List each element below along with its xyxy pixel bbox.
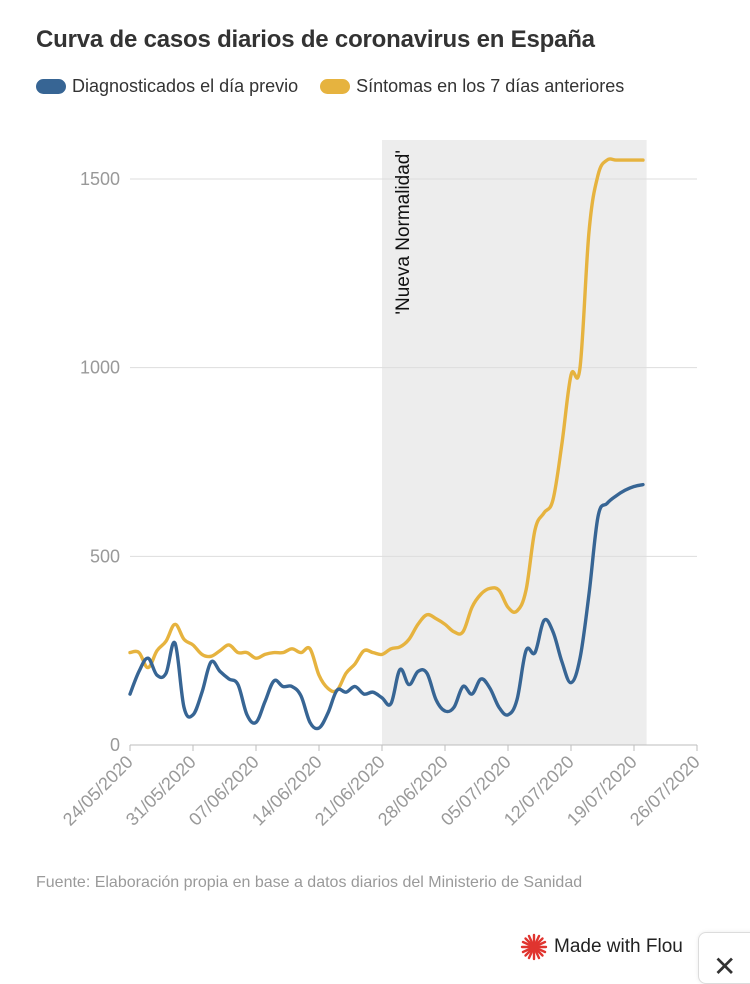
legend-item-sintomas[interactable]: Síntomas en los 7 días anteriores bbox=[320, 76, 624, 97]
legend-label-sintomas: Síntomas en los 7 días anteriores bbox=[356, 76, 625, 96]
legend-swatch-diagnosticados bbox=[36, 79, 66, 94]
legend: Diagnosticados el día previo Síntomas en… bbox=[36, 76, 646, 97]
annotation-band bbox=[382, 140, 647, 745]
legend-swatch-sintomas bbox=[320, 79, 351, 94]
y-tick-label: 1000 bbox=[80, 358, 120, 378]
legend-item-diagnosticados[interactable]: Diagnosticados el día previo bbox=[36, 76, 298, 97]
legend-label-diagnosticados: Diagnosticados el día previo bbox=[72, 76, 299, 96]
y-tick-label: 1500 bbox=[80, 169, 120, 189]
source-note: Fuente: Elaboración propia en base a dat… bbox=[36, 874, 583, 891]
made-with-flourish-link[interactable]: Made with Flou bbox=[520, 933, 683, 961]
line-chart: 05001000150024/05/202031/05/202007/06/20… bbox=[59, 140, 704, 830]
y-tick-label: 0 bbox=[110, 735, 120, 755]
chart-area: 0 500 1000 1500 24/05/2020 31/05/2020 07/06/20… bbox=[0, 120, 750, 870]
flourish-logo-icon bbox=[520, 933, 548, 961]
chart-title: Curva de casos diarios de coronavirus en… bbox=[36, 26, 595, 53]
made-with-label: Made with Flou bbox=[554, 936, 683, 957]
y-tick-label: 500 bbox=[90, 546, 120, 566]
close-badge[interactable]: ✕ bbox=[698, 932, 750, 984]
close-icon[interactable]: ✕ bbox=[713, 951, 737, 982]
series-line-diagnosticados bbox=[128, 482, 645, 731]
annotation-label: 'Nueva Normalidad' bbox=[393, 150, 414, 315]
series-line-sintomas bbox=[128, 157, 645, 694]
